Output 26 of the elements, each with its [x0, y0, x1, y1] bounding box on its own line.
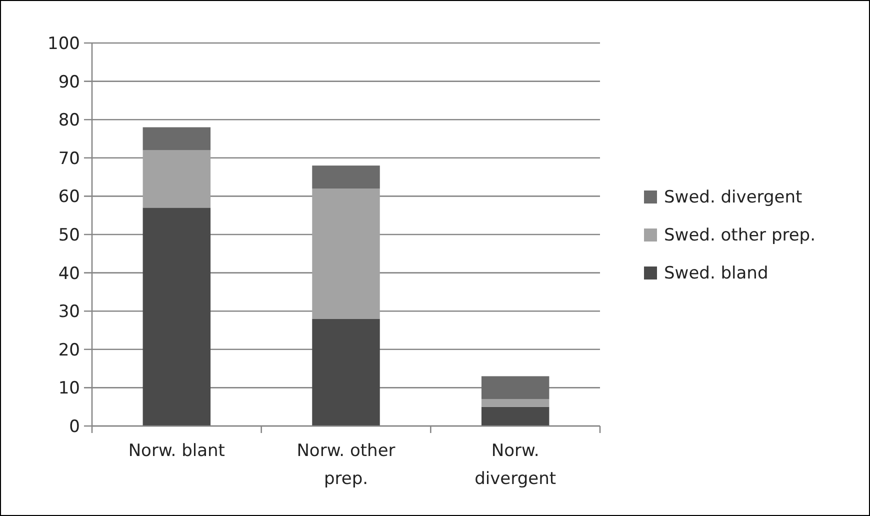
bar — [142, 208, 211, 426]
bar — [312, 166, 380, 189]
legend-label: Swed. other prep. — [664, 225, 816, 246]
y-tick-label: 60 — [58, 187, 80, 208]
legend-label: Swed. divergent — [664, 187, 802, 208]
bar — [142, 127, 211, 150]
y-tick-label: 0 — [69, 416, 80, 437]
y-tick-label: 50 — [58, 225, 80, 246]
x-tick-label: Norw. divergent — [474, 441, 556, 489]
bar — [312, 188, 380, 319]
y-tick-label: 70 — [58, 148, 80, 169]
y-tick-label: 20 — [58, 340, 80, 360]
x-tick-label: Norw. other prep. — [296, 441, 396, 489]
bar — [481, 376, 550, 400]
y-tick-label: 100 — [48, 34, 80, 54]
x-tick-label: Norw. blant — [128, 441, 226, 461]
bar — [142, 150, 211, 208]
bar — [481, 399, 550, 407]
y-tick-label: 30 — [58, 302, 80, 322]
legend-label: Swed. bland — [664, 263, 768, 284]
y-tick-label: 10 — [58, 378, 80, 399]
y-tick-label: 40 — [58, 264, 80, 284]
bar — [481, 406, 550, 426]
y-tick-label: 80 — [58, 110, 80, 131]
bar — [312, 318, 380, 426]
y-tick-label: 90 — [58, 72, 80, 92]
